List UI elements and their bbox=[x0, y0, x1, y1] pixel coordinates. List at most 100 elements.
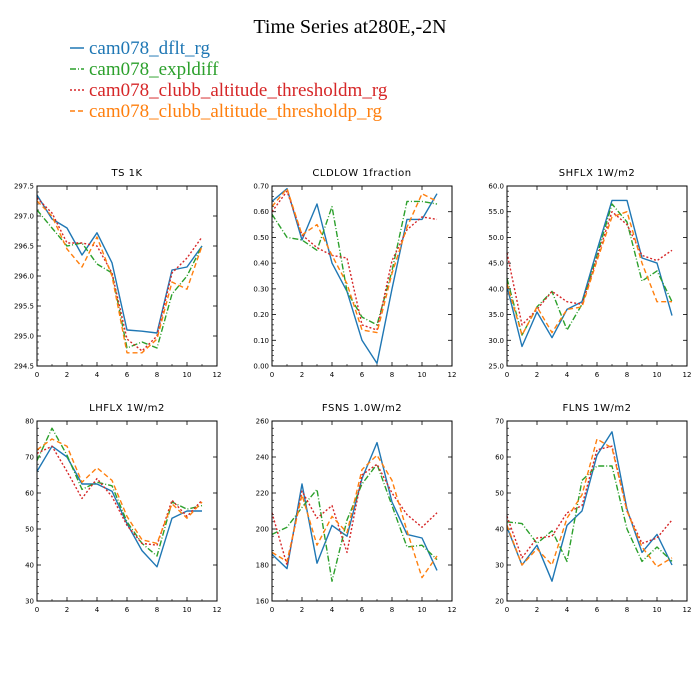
x-tick-label: 6 bbox=[125, 606, 130, 614]
y-tick-label: 40.0 bbox=[488, 285, 504, 293]
y-tick-label: 40 bbox=[25, 562, 34, 570]
y-tick-label: 60 bbox=[495, 454, 504, 462]
x-tick-label: 8 bbox=[625, 606, 629, 614]
series-line-cam078_clubb_altitude_thresholdp_rg bbox=[271, 187, 438, 334]
x-tick-label: 10 bbox=[653, 606, 662, 614]
y-tick-label: 70 bbox=[495, 418, 504, 426]
series-line-cam078_clubb_altitude_thresholdp_rg bbox=[36, 200, 203, 354]
x-tick-label: 2 bbox=[300, 371, 304, 379]
x-tick-label: 8 bbox=[390, 371, 394, 379]
y-tick-label: 0.20 bbox=[253, 311, 269, 319]
chart-panel-3: LHFLX 1W/m2 0 2 4 6 8 10 12 30 40 50 60 70 80 bbox=[25, 403, 221, 614]
legend-label: cam078_dflt_rg bbox=[89, 38, 211, 59]
y-tick-label: 220 bbox=[256, 490, 269, 498]
y-tick-label: 160 bbox=[256, 598, 269, 606]
series-line-cam078_expldiff bbox=[36, 427, 203, 557]
series-line-cam078_clubb_altitude_thresholdp_rg bbox=[506, 210, 672, 336]
y-tick-label: 50.0 bbox=[488, 234, 504, 242]
legend-label: cam078_clubb_altitude_thresholdm_rg bbox=[89, 80, 388, 101]
x-tick-label: 0 bbox=[35, 606, 39, 614]
y-tick-label: 260 bbox=[256, 418, 269, 426]
legend-entry-thresholdp: cam078_clubb_altitude_thresholdp_rg bbox=[70, 101, 383, 122]
panels: TS 1K 0 2 4 6 8 10 12 294.5 295.0 295.5 296.0 296.5 2… bbox=[14, 168, 692, 614]
chart-panel-0: TS 1K 0 2 4 6 8 10 12 294.5 295.0 295.5 296.0 296.5 2… bbox=[14, 168, 222, 379]
series-line-cam078_dflt_rg bbox=[506, 431, 673, 582]
plot-frame bbox=[36, 185, 218, 367]
x-tick-label: 12 bbox=[683, 606, 692, 614]
y-tick-label: 30.0 bbox=[488, 337, 504, 345]
series-line-cam078_clubb_altitude_thresholdm_rg bbox=[36, 445, 203, 546]
x-tick-label: 8 bbox=[155, 371, 159, 379]
y-tick-label: 240 bbox=[256, 454, 269, 462]
x-tick-label: 4 bbox=[330, 371, 335, 379]
series-line-cam078_dflt_rg bbox=[36, 445, 202, 568]
x-tick-label: 8 bbox=[155, 606, 159, 614]
x-tick-label: 10 bbox=[653, 371, 662, 379]
y-tick-label: 200 bbox=[256, 526, 269, 534]
y-tick-label: 80 bbox=[25, 418, 34, 426]
panel-title: LHFLX 1W/m2 bbox=[89, 403, 165, 414]
x-tick-label: 8 bbox=[390, 606, 394, 614]
y-tick-label: 50 bbox=[495, 490, 504, 498]
y-tick-label: 70 bbox=[25, 454, 34, 462]
x-tick-label: 12 bbox=[448, 371, 457, 379]
panel-title: CLDLOW 1fraction bbox=[312, 168, 411, 179]
x-tick-label: 6 bbox=[595, 371, 600, 379]
x-tick-label: 4 bbox=[565, 606, 570, 614]
y-tick-label: 30 bbox=[25, 598, 34, 606]
x-tick-label: 12 bbox=[448, 606, 457, 614]
panel-title: TS 1K bbox=[110, 168, 142, 179]
x-tick-label: 12 bbox=[213, 371, 222, 379]
y-tick-label: 25.0 bbox=[488, 363, 504, 371]
series-line-cam078_clubb_altitude_thresholdp_rg bbox=[271, 454, 438, 579]
plot-frame bbox=[271, 185, 453, 367]
chart-panel-2: SHFLX 1W/m2 0 2 4 6 8 10 12 25.0 30.0 35.0 40.0 45.0… bbox=[488, 168, 691, 379]
y-tick-label: 60 bbox=[25, 490, 34, 498]
y-tick-label: 295.0 bbox=[14, 333, 34, 341]
x-tick-label: 2 bbox=[65, 606, 69, 614]
chart-panel-1: CLDLOW 1fraction 0 2 4 6 8 10 12 0.00 0.10 0.20 0.3… bbox=[253, 168, 456, 379]
series-line-cam078_clubb_altitude_thresholdm_rg bbox=[271, 190, 438, 331]
y-tick-label: 50 bbox=[25, 526, 34, 534]
y-tick-label: 297.5 bbox=[14, 183, 34, 191]
x-tick-label: 6 bbox=[360, 371, 365, 379]
x-tick-label: 10 bbox=[418, 371, 427, 379]
legend: cam078_dflt_rg cam078_expldiff cam078_cl… bbox=[70, 38, 388, 122]
x-tick-label: 2 bbox=[65, 371, 69, 379]
x-tick-label: 4 bbox=[565, 371, 570, 379]
plot-frame bbox=[36, 420, 218, 602]
y-tick-label: 0.50 bbox=[253, 234, 269, 242]
y-tick-label: 296.0 bbox=[14, 273, 34, 281]
series-line-cam078_dflt_rg bbox=[271, 441, 438, 571]
plot-frame bbox=[506, 420, 688, 602]
x-tick-label: 0 bbox=[35, 371, 39, 379]
y-tick-label: 20 bbox=[495, 598, 504, 606]
y-tick-label: 0.10 bbox=[253, 337, 269, 345]
x-tick-label: 6 bbox=[360, 606, 365, 614]
y-tick-label: 0.30 bbox=[253, 285, 269, 293]
panel-title: SHFLX 1W/m2 bbox=[559, 168, 635, 179]
x-tick-label: 2 bbox=[535, 606, 539, 614]
legend-entry-dflt: cam078_dflt_rg bbox=[70, 38, 211, 59]
y-tick-label: 60.0 bbox=[488, 183, 504, 191]
y-tick-label: 40 bbox=[495, 526, 504, 534]
panel-title: FSNS 1.0W/m2 bbox=[322, 403, 402, 414]
legend-label: cam078_clubb_altitude_thresholdp_rg bbox=[89, 101, 383, 122]
chart-panel-5: FLNS 1W/m2 0 2 4 6 8 10 12 20 30 40 50 60 70 bbox=[495, 403, 691, 614]
x-tick-label: 4 bbox=[95, 371, 100, 379]
panel-title: FLNS 1W/m2 bbox=[562, 403, 631, 414]
y-tick-label: 296.5 bbox=[14, 243, 34, 251]
plot-frame bbox=[506, 185, 688, 367]
x-tick-label: 0 bbox=[505, 606, 509, 614]
x-tick-label: 2 bbox=[300, 606, 304, 614]
x-tick-label: 2 bbox=[535, 371, 539, 379]
series-line-cam078_clubb_altitude_thresholdp_rg bbox=[36, 438, 203, 545]
x-tick-label: 10 bbox=[183, 371, 192, 379]
series-line-cam078_clubb_altitude_thresholdp_rg bbox=[506, 438, 673, 568]
y-tick-label: 45.0 bbox=[488, 260, 504, 268]
y-tick-label: 295.5 bbox=[14, 303, 34, 311]
series-line-cam078_expldiff bbox=[36, 209, 203, 349]
figure-title: Time Series at280E,-2N bbox=[253, 16, 446, 38]
x-tick-label: 8 bbox=[625, 371, 629, 379]
